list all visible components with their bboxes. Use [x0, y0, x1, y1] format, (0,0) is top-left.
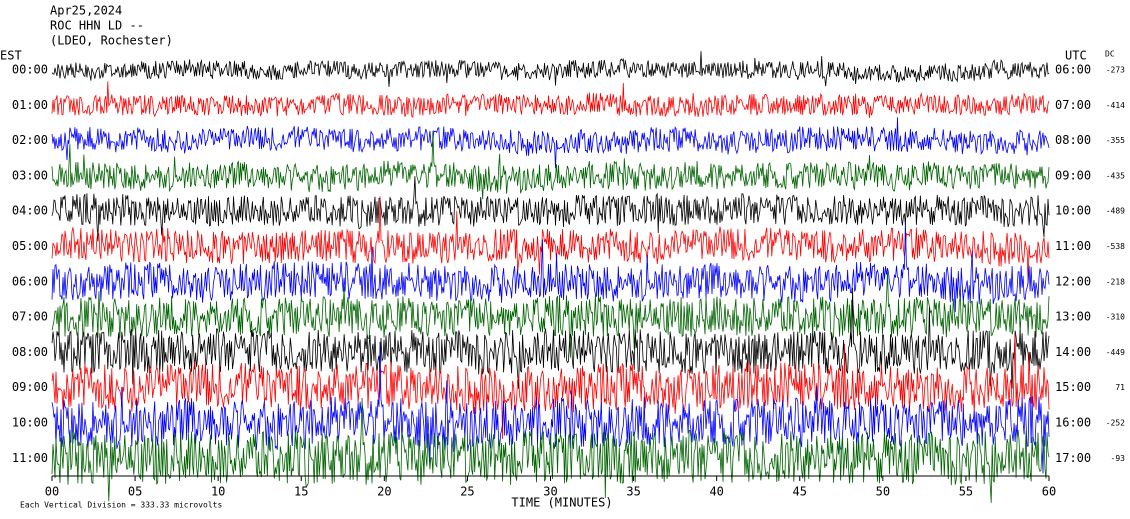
utc-label: 14:00 — [1055, 345, 1091, 359]
trace — [51, 221, 1050, 313]
x-tick-label: 45 — [793, 485, 807, 499]
x-tick-label: 10 — [211, 485, 225, 499]
x-tick-label: 60 — [1042, 485, 1056, 499]
traces — [51, 51, 1050, 503]
x-tick-label: 35 — [626, 485, 640, 499]
right-label: UTC — [1065, 49, 1087, 63]
utc-label: 08:00 — [1055, 133, 1091, 147]
utc-label: 12:00 — [1055, 274, 1091, 288]
utc-label: 06:00 — [1055, 63, 1091, 77]
title-line: ROC HHN LD -- — [50, 19, 144, 33]
est-label: 00:00 — [12, 63, 48, 77]
utc-label: 11:00 — [1055, 239, 1091, 253]
trace — [51, 196, 1050, 285]
dc-value: -252 — [1106, 419, 1125, 428]
est-label: 03:00 — [12, 168, 48, 182]
x-tick-label: 30 — [543, 485, 557, 499]
est-label: 04:00 — [12, 204, 48, 218]
trace — [51, 81, 1050, 118]
utc-label: 10:00 — [1055, 204, 1091, 218]
est-label: 05:00 — [12, 239, 48, 253]
dc-value: -449 — [1106, 348, 1125, 357]
dc-value: -93 — [1111, 454, 1126, 463]
dc-value: -355 — [1106, 136, 1125, 145]
trace — [51, 117, 1050, 169]
dc-value: -435 — [1106, 171, 1125, 180]
dc-value: -218 — [1106, 277, 1125, 286]
x-tick-label: 55 — [959, 485, 973, 499]
x-tick-label: 00 — [45, 485, 59, 499]
utc-label: 09:00 — [1055, 168, 1091, 182]
left-label: EST — [0, 49, 22, 63]
est-label: 11:00 — [12, 451, 48, 465]
x-axis-title: TIME (MINUTES) — [511, 496, 612, 510]
utc-label: 13:00 — [1055, 310, 1091, 324]
est-label: 08:00 — [12, 345, 48, 359]
trace — [51, 130, 1050, 200]
est-label: 06:00 — [12, 274, 48, 288]
dc-value: -310 — [1106, 313, 1125, 322]
x-tick-label: 40 — [709, 485, 723, 499]
utc-label: 17:00 — [1055, 451, 1091, 465]
trace — [51, 287, 1050, 389]
dc-value: -538 — [1106, 242, 1125, 251]
title-line: (LDEO, Rochester) — [50, 34, 173, 48]
x-tick-label: 15 — [294, 485, 308, 499]
dc-value: -489 — [1106, 207, 1125, 216]
x-tick-label: 25 — [460, 485, 474, 499]
utc-label: 16:00 — [1055, 416, 1091, 430]
trace — [51, 397, 1050, 503]
dc-label: DC — [1105, 50, 1115, 59]
est-label: 02:00 — [12, 133, 48, 147]
dc-value: 71 — [1115, 383, 1125, 392]
dc-value: -414 — [1106, 101, 1125, 110]
trace — [51, 176, 1050, 242]
x-tick-label: 05 — [128, 485, 142, 499]
footnote: Each Vertical Division = 333.33 microvol… — [20, 501, 222, 510]
est-label: 07:00 — [12, 310, 48, 324]
trace — [51, 51, 1050, 87]
dc-value: -273 — [1106, 66, 1125, 75]
x-tick-label: 50 — [876, 485, 890, 499]
est-label: 09:00 — [12, 380, 48, 394]
title-line: Apr25,2024 — [50, 4, 122, 18]
est-label: 01:00 — [12, 98, 48, 112]
trace — [51, 271, 1050, 358]
est-label: 10:00 — [12, 416, 48, 430]
trace — [51, 333, 1050, 440]
utc-label: 15:00 — [1055, 380, 1091, 394]
x-tick-label: 20 — [377, 485, 391, 499]
utc-label: 07:00 — [1055, 98, 1091, 112]
